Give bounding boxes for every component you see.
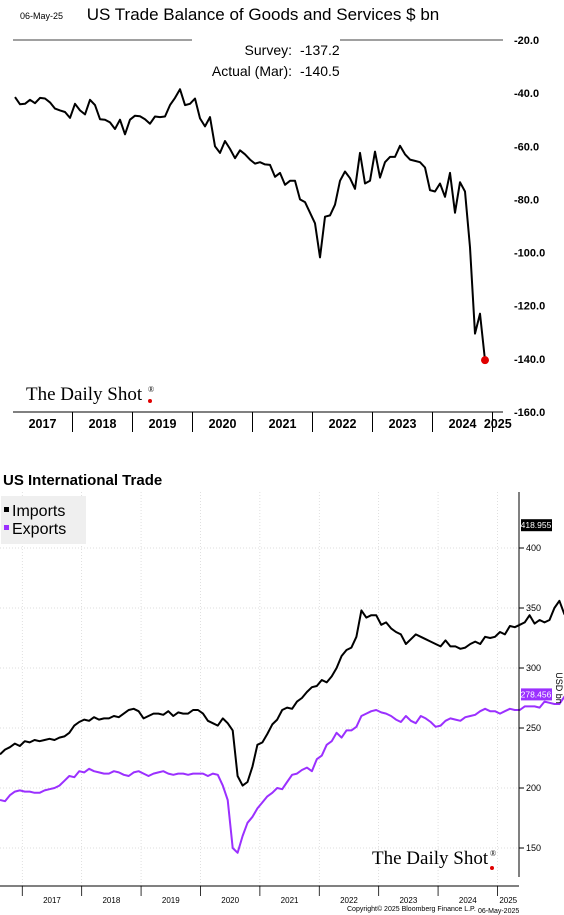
daily-shot-logo: The Daily Shot — [26, 384, 143, 405]
y-tick-label: -100.0 — [514, 248, 545, 260]
latest-point-marker — [481, 356, 489, 365]
y-tick-label: -60.0 — [514, 141, 539, 153]
y-tick-label: -40.0 — [514, 88, 539, 100]
x-year-label: 2022 — [329, 417, 357, 431]
x-year-label: 2022 — [340, 896, 358, 905]
daily-shot-logo-reg: ® — [148, 385, 154, 394]
daily-shot-logo-2-reg: ® — [490, 849, 496, 858]
trade-balance-chart: 06-May-25 US Trade Balance of Goods and … — [13, 5, 545, 432]
imports-line — [0, 599, 564, 787]
chart-title: US Trade Balance of Goods and Services $… — [87, 5, 439, 24]
y-tick-label: 150 — [526, 843, 541, 853]
chart2-title: US International Trade — [3, 472, 162, 489]
x-year-label: 2023 — [399, 896, 417, 905]
imports-last-value-tag — [521, 519, 552, 532]
y-tick-label: -80.0 — [514, 194, 539, 206]
chart2-grid — [0, 492, 519, 886]
legend-imports-swatch — [4, 507, 9, 512]
x-year-label: 2021 — [269, 417, 297, 431]
x-year-label: 2018 — [89, 417, 117, 431]
y-tick-label: -140.0 — [514, 354, 545, 366]
x-year-label: 2023 — [389, 417, 417, 431]
imports-last-value: 418.955 — [521, 520, 552, 530]
actual-value: -140.5 — [300, 63, 340, 79]
y-axis: -20.0 -40.0 -60.0 -80.0 -100.0 -120.0 -140.0 -1… — [514, 35, 545, 419]
chart2-y-axis: 150 200 250 300 350 400 — [519, 543, 541, 853]
y-tick-label: -120.0 — [514, 301, 545, 313]
chart2-x-axis: 2017 2018 2019 2020 2021 2022 2023 2024 2025 — [21, 886, 518, 905]
y-tick-label: -160.0 — [514, 407, 545, 419]
exports-last-value: 278.456 — [521, 689, 552, 699]
y-tick-label: 300 — [526, 663, 541, 673]
x-year-label: 2017 — [29, 417, 57, 431]
y-tick-label: -20.0 — [514, 35, 539, 47]
exports-line — [0, 695, 564, 854]
actual-label: Actual (Mar): — [212, 63, 292, 79]
x-year-label: 2024 — [459, 896, 477, 905]
x-year-label: 2019 — [149, 417, 177, 431]
legend-exports-swatch — [4, 525, 9, 530]
international-trade-chart: US International Trade Imports Exports 1… — [0, 472, 564, 915]
x-year-label: 2025 — [499, 896, 517, 905]
chart2-unit-label: USD bn — [554, 672, 564, 704]
daily-shot-logo-2: The Daily Shot — [372, 848, 489, 869]
y-tick-label: 250 — [526, 723, 541, 733]
copyright-text: Copyright© 2025 Bloomberg Finance L.P. — [347, 905, 476, 913]
chart-date-label: 06-May-25 — [20, 11, 63, 21]
legend-box — [1, 496, 86, 544]
x-year-label: 2019 — [162, 896, 180, 905]
x-year-label: 2017 — [43, 896, 61, 905]
y-tick-label: 350 — [526, 603, 541, 613]
legend-imports-label: Imports — [12, 503, 65, 520]
x-year-label: 2020 — [209, 417, 237, 431]
y-tick-label: 400 — [526, 543, 541, 553]
x-year-label: 2025 — [484, 417, 512, 431]
x-year-label: 2021 — [281, 896, 299, 905]
x-axis: 2017 2018 2019 2020 2021 2022 2023 2024 2025 — [29, 412, 512, 432]
trade-balance-line — [14, 88, 486, 361]
x-year-label: 2024 — [449, 417, 477, 431]
survey-label: Survey: — [245, 42, 292, 58]
survey-value: -137.2 — [300, 42, 340, 58]
chart2-date-label: 06-May-2025 — [478, 908, 519, 915]
logo-2-dot — [490, 866, 494, 870]
y-tick-label: 200 — [526, 783, 541, 793]
x-year-label: 2018 — [102, 896, 120, 905]
logo-dot — [148, 399, 152, 403]
exports-last-value-tag — [521, 688, 552, 701]
x-year-label: 2020 — [221, 896, 239, 905]
legend-exports-label: Exports — [12, 521, 66, 538]
